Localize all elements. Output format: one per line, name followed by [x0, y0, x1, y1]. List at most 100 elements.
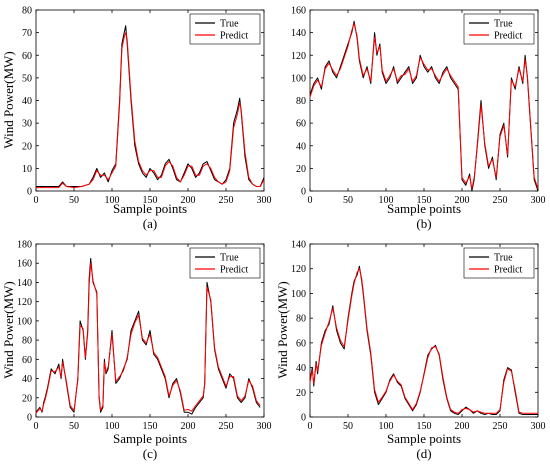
x-tick-label-c: 50 [69, 421, 79, 432]
x-tick-label-d: 250 [493, 421, 508, 432]
x-tick-label-a: 0 [34, 195, 39, 206]
x-tick-label-d: 300 [531, 421, 546, 432]
y-tick-label-a: 10 [22, 164, 32, 175]
y-tick-label-b: 100 [291, 73, 306, 84]
y-tick-label-c: 180 [17, 240, 32, 251]
y-tick-label-a: 50 [22, 73, 32, 84]
series-lines-b [309, 20, 539, 192]
series-lines-c [35, 257, 261, 415]
x-tick-label-b: 50 [343, 195, 353, 206]
chart-panel-b: 0 50 100 150 200 250 300020406080100120140160 … [291, 6, 546, 232]
y-axis-label-c: Wind Power(MW) [1, 281, 16, 378]
axis-ticks-d: 0 50 100 150 200 250 300 0 20 40 60 80 100 120 140 [291, 240, 546, 433]
y-tick-label-a: 60 [22, 51, 32, 62]
y-tick-label-b: 40 [296, 141, 306, 152]
legend-label-predict-b: Predict [494, 31, 523, 42]
panel-label-c: (c) [143, 446, 157, 461]
x-tick-label-d: 50 [343, 421, 353, 432]
y-tick-label-d: 20 [296, 388, 306, 399]
x-tick-label-a: 100 [105, 195, 120, 206]
y-tick-label-d: 0 [301, 413, 306, 424]
series-lines-a [36, 25, 265, 189]
panel-label-b: (b) [416, 216, 431, 231]
legend-label-predict-c: Predict [220, 265, 249, 276]
legend-box-c [189, 247, 261, 279]
x-tick-label-c: 150 [143, 421, 158, 432]
y-tick-label-a: 70 [22, 28, 32, 39]
x-axis-label-d: Sample points [387, 431, 461, 446]
y-tick-label-a: 0 [27, 187, 32, 198]
x-tick-label-b: 150 [417, 195, 432, 206]
y-tick-label-c: 60 [22, 355, 32, 366]
y-tick-label-b: 60 [296, 119, 306, 130]
legend-label-true-c: True [220, 253, 239, 264]
x-tick-label-b: 100 [379, 195, 394, 206]
y-tick-label-c: 20 [22, 393, 32, 404]
x-tick-label-a: 150 [143, 195, 158, 206]
y-tick-label-d: 80 [296, 314, 306, 325]
panel-label-d: (d) [416, 446, 431, 461]
x-tick-label-c: 250 [219, 421, 234, 432]
legend-label-true-a: True [220, 19, 239, 30]
series-line-predict-d [309, 268, 538, 414]
x-axis-label-a: Sample points [113, 201, 187, 216]
y-tick-label-d: 40 [296, 363, 306, 374]
x-axis-label-c: Sample points [113, 431, 187, 446]
y-tick-label-a: 30 [22, 119, 32, 130]
axis-ticks-a: 0 50 100 150 200 250 300 0 10 20 30 40 50 60 70 80 [22, 6, 272, 207]
y-tick-label-b: 140 [291, 28, 306, 39]
y-tick-label-c: 160 [17, 259, 32, 270]
x-tick-label-c: 100 [105, 421, 120, 432]
y-tick-label-b: 20 [296, 164, 306, 175]
x-tick-label-d: 100 [379, 421, 394, 432]
x-tick-label-a: 300 [257, 195, 272, 206]
x-tick-label-c: 200 [181, 421, 196, 432]
y-tick-label-d: 120 [291, 264, 306, 275]
y-tick-label-d: 100 [291, 289, 306, 300]
x-tick-label-a: 250 [219, 195, 234, 206]
y-tick-label-c: 0 [27, 413, 32, 424]
y-tick-label-a: 80 [22, 6, 32, 17]
y-tick-label-b: 120 [291, 51, 306, 62]
y-tick-label-c: 40 [22, 374, 32, 385]
legend-box-b [463, 13, 535, 45]
x-tick-label-c: 0 [34, 421, 39, 432]
chart-panel-c: 0 50 100 150 200 250 300 0 20 40 60 80 100 120 140 160 1… [1, 240, 272, 462]
y-tick-label-c: 80 [22, 336, 32, 347]
x-tick-label-a: 50 [69, 195, 79, 206]
legend-box-a [189, 13, 261, 45]
x-tick-label-b: 250 [493, 195, 508, 206]
x-tick-label-d: 0 [308, 421, 313, 432]
y-tick-label-d: 140 [291, 240, 306, 251]
y-tick-label-c: 100 [17, 316, 32, 327]
x-tick-label-a: 200 [181, 195, 196, 206]
y-tick-label-a: 20 [22, 141, 32, 152]
x-tick-label-b: 200 [455, 195, 470, 206]
series-line-true-d [309, 265, 538, 415]
series-line-predict-a [36, 32, 265, 189]
y-tick-label-b: 80 [296, 96, 306, 107]
y-tick-label-d: 60 [296, 338, 306, 349]
y-tick-label-c: 140 [17, 278, 32, 289]
chart-panel-d: 0 50 100 150 200 250 300 0 20 40 60 80 100 120 140 Tru… [275, 240, 546, 462]
y-tick-label-a: 40 [22, 96, 32, 107]
x-tick-label-b: 0 [308, 195, 313, 206]
panel-label-a: (a) [143, 216, 157, 231]
axis-ticks-c: 0 50 100 150 200 250 300 0 20 40 60 80 100 120 140 160 1… [17, 240, 272, 433]
y-tick-label-b: 0 [301, 187, 306, 198]
x-tick-label-b: 300 [531, 195, 546, 206]
legend-label-true-b: True [494, 19, 513, 30]
x-tick-label-d: 200 [455, 421, 470, 432]
x-axis-label-b: Sample points [387, 201, 461, 216]
axis-ticks-b: 0 50 100 150 200 250 300 0 20 40 60 80 100 120 140 160 [291, 6, 546, 207]
legend-label-predict-a: Predict [220, 31, 249, 42]
x-tick-label-c: 300 [257, 421, 272, 432]
y-tick-label-c: 120 [17, 297, 32, 308]
legend-box-d [463, 247, 535, 279]
series-line-predict-b [309, 23, 539, 190]
